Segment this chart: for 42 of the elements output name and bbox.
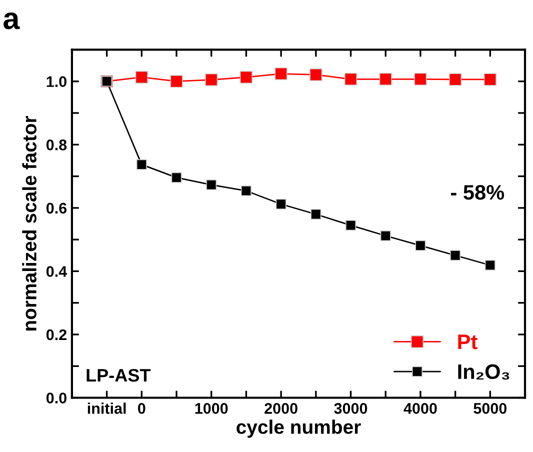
point <box>379 72 392 86</box>
x-tick-label: 0 <box>138 403 146 414</box>
point <box>170 75 183 88</box>
point <box>274 67 288 80</box>
legend-label: In₂O₃ <box>458 364 510 380</box>
y-tick-label: 1.0 <box>46 76 66 88</box>
point <box>448 73 462 86</box>
point <box>344 72 358 86</box>
point <box>240 186 252 196</box>
x-axis-title: cycle number <box>236 420 361 438</box>
x-tick-label: 1000 <box>195 403 228 414</box>
point <box>414 72 427 86</box>
x-tick-label: 5000 <box>474 403 507 414</box>
y-tick-label: 0.8 <box>46 140 67 150</box>
x-tick-label: 2000 <box>264 403 298 414</box>
point <box>380 230 391 242</box>
x-tick-label: 3000 <box>334 403 368 414</box>
text: a <box>4 12 20 30</box>
point <box>484 73 496 86</box>
y-tick-label: 0.0 <box>46 392 66 404</box>
y-tick-label: 0.4 <box>46 266 68 277</box>
point <box>135 70 148 84</box>
point <box>240 70 253 84</box>
point <box>310 68 322 82</box>
legend-label: Pt <box>458 334 478 350</box>
y-tick-label: 0.2 <box>46 329 66 340</box>
point <box>484 260 496 270</box>
point <box>345 220 356 231</box>
x-tick-label: initial <box>88 402 126 414</box>
y-axis-title: normalized scale factor <box>22 116 36 331</box>
point <box>450 250 461 261</box>
annotation: LP-AST <box>86 368 151 382</box>
point <box>276 198 286 210</box>
x-tick-label: 4000 <box>404 403 437 414</box>
point <box>415 240 426 251</box>
point <box>205 73 218 86</box>
point <box>310 208 322 220</box>
point <box>136 159 147 170</box>
point <box>206 180 217 190</box>
point <box>171 172 182 183</box>
annotation: - 58% <box>451 184 504 200</box>
y-tick-label: 0.6 <box>46 202 67 214</box>
